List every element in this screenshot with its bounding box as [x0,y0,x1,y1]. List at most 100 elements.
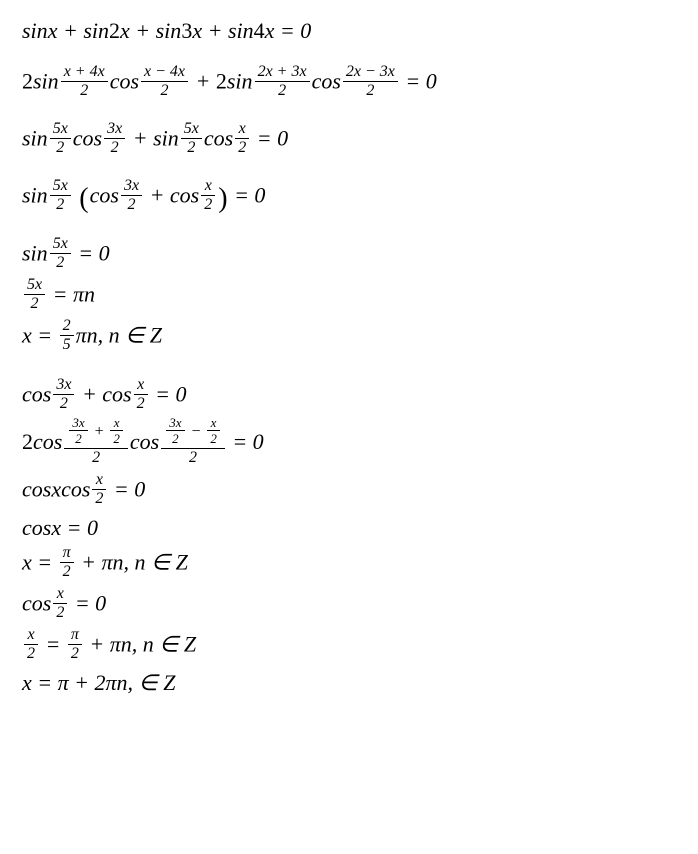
t: = [53,281,68,306]
t: x [192,18,202,43]
t: cos [22,476,51,501]
eq-line-7: x = 25πn, n ∈ Z [22,320,676,355]
t: cos [22,590,51,615]
eq-line-11: cosx = 0 [22,515,676,541]
t: cos [130,429,159,454]
t: + πn, n ∈ Z [81,549,188,574]
frac: 3x2 [104,121,125,156]
frac: x2 [207,416,220,445]
frac: x − 4x2 [141,64,188,99]
t: = [46,631,61,656]
t: = 0 [114,476,145,501]
eq-line-2: 2sinx + 4x2cosx − 4x2 + 2sin2x + 3x2cos2… [22,66,676,101]
t: sin [22,240,48,265]
t: 2 [109,18,120,43]
solution-group-1: sin5x2 = 0 5x2 = πn x = 25πn, n ∈ Z [22,238,676,355]
t: x [51,515,61,540]
t: = [37,549,52,574]
paren-right: ) [217,183,228,214]
t: cos [61,476,90,501]
t: x [22,549,32,574]
t: sin [156,18,182,43]
t: = [37,670,52,695]
t: cos [22,381,51,406]
frac: 3x2 [166,416,184,445]
t: sin [22,183,48,208]
t: sin [228,18,254,43]
eq-line-3: sin5x2cos3x2 + sin5x2cosx2 = 0 [22,123,676,158]
frac: x2 [110,416,123,445]
frac: 3x2 + x2 2 [64,418,128,466]
eq-line-9: 2cos 3x2 + x2 2 cos 3x2 − x2 2 = 0 [22,420,676,468]
frac: 3x2 − x2 2 [161,418,225,466]
t: 4 [254,18,265,43]
t: + [133,126,148,151]
t: 2 [22,429,33,454]
frac: x2 [24,627,38,662]
eq-line-6: 5x2 = πn [22,279,676,314]
t: sin [83,18,109,43]
frac: 3x2 [53,377,74,412]
t: = 0 [232,429,263,454]
eq-line-8: cos3x2 + cosx2 = 0 [22,379,676,414]
t: 3 [181,18,192,43]
frac: 5x2 [24,277,45,312]
t: π [58,670,69,695]
t: + [150,183,165,208]
t: + πn, n ∈ Z [89,631,196,656]
t: πn, n ∈ Z [76,322,162,347]
t: sin [227,69,253,94]
frac: 5x2 [50,236,71,271]
t: cos [90,183,119,208]
t: x [265,18,275,43]
t: cos [170,183,199,208]
t: cos [73,126,102,151]
frac: x2 [92,472,106,507]
t: cos [204,126,233,151]
t: = 0 [75,590,106,615]
eq-line-4: sin5x2 (cos3x2 + cosx2) = 0 [22,180,676,215]
t: cos [102,381,131,406]
frac: π2 [68,627,82,662]
t: x [120,18,130,43]
paren-left: ( [78,183,89,214]
t: + [135,18,150,43]
eq-line-14: x2 = π2 + πn, n ∈ Z [22,629,676,664]
t: x [22,322,32,347]
eq-line-15: x = π + 2πn, ∈ Z [22,670,676,696]
t: = 0 [405,69,436,94]
eq-line-12: x = π2 + πn, n ∈ Z [22,547,676,582]
t: cos [33,429,62,454]
t: cos [110,69,139,94]
t: cos [22,515,51,540]
frac: 25 [60,318,74,353]
t: + [196,69,211,94]
eq-line-10: cosxcosx2 = 0 [22,474,676,509]
t: 2 [216,69,227,94]
t: πn [73,281,95,306]
frac: 3x2 [121,178,142,213]
frac: 3x2 [69,416,87,445]
eq-line-13: cosx2 = 0 [22,588,676,623]
t: x [51,476,61,501]
frac: 5x2 [50,121,71,156]
frac: x2 [201,178,215,213]
t: sin [33,69,59,94]
t: sin [22,126,48,151]
t: = 0 [280,18,311,43]
t: = [37,322,52,347]
frac: x2 [53,586,67,621]
t: cos [312,69,341,94]
t: + 2πn, ∈ Z [74,670,175,695]
t: sin [22,18,48,43]
t: + [82,381,97,406]
math-derivation: sinx + sin2x + sin3x + sin4x = 0 2sinx +… [0,0,698,738]
t: + [63,18,78,43]
frac: x2 [235,121,249,156]
frac: x2 [134,377,148,412]
frac: 5x2 [50,178,71,213]
t: = 0 [257,126,288,151]
t: = 0 [78,240,109,265]
t: = 0 [67,515,98,540]
frac: x + 4x2 [61,64,108,99]
